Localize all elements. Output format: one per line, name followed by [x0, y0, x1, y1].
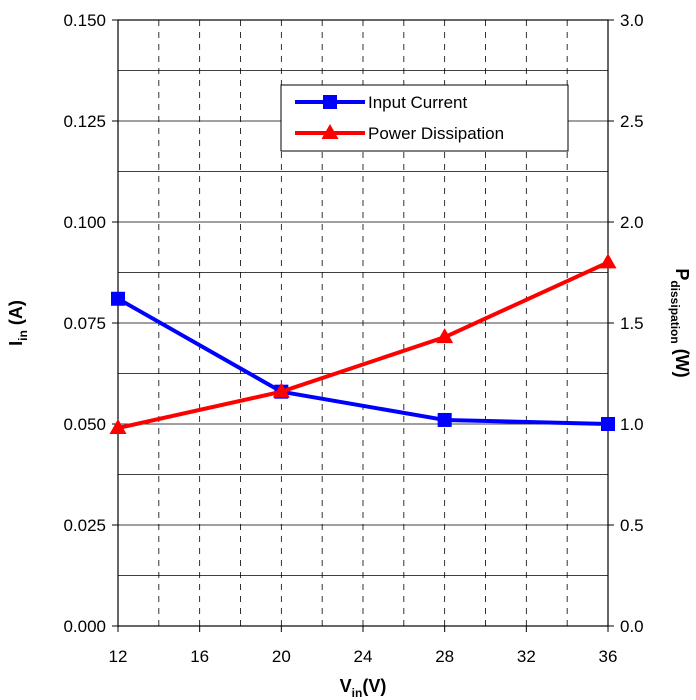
right-tick-label: 3.0: [620, 11, 644, 30]
legend-label-input-current: Input Current: [368, 93, 467, 112]
right-tick-label: 0.0: [620, 617, 644, 636]
series-line-power-dissipation: [117, 260, 609, 430]
data-point-input-current: [111, 291, 125, 306]
x-tick-label: 20: [272, 647, 291, 666]
data-point-power-dissipation: [272, 382, 290, 398]
left-tick-label: 0.075: [63, 314, 106, 333]
right-axis-ticks: 0.0 0.5 1.0 1.5 2.0 2.5 3.0: [608, 11, 644, 636]
data-point-power-dissipation: [599, 253, 617, 269]
x-axis-title-unit: (V): [362, 676, 386, 696]
left-axis-ticks: 0.000 0.025 0.050 0.075 0.100 0.125 0.150: [63, 11, 118, 636]
right-y-axis-title-unit: (W): [672, 344, 692, 378]
right-tick-label: 2.0: [620, 213, 644, 232]
x-axis-title-main: V: [340, 676, 352, 696]
data-point-input-current: [601, 417, 615, 431]
x-tick-label: 36: [599, 647, 618, 666]
x-tick-label: 24: [354, 647, 373, 666]
x-tick-label: 32: [517, 647, 536, 666]
left-y-axis-title-main: I: [6, 341, 26, 346]
x-tick-label: 12: [109, 647, 128, 666]
right-tick-label: 1.0: [620, 415, 644, 434]
data-point-power-dissipation: [436, 328, 454, 344]
right-y-axis-title-subscript: dissipation: [668, 280, 682, 343]
left-y-axis-title: Iin (A): [6, 300, 30, 346]
left-tick-label: 0.025: [63, 516, 106, 535]
left-y-axis-title-subscript: in: [16, 330, 30, 341]
series-group: [109, 253, 617, 435]
data-point-input-current: [437, 412, 452, 427]
legend-marker-triangle: [321, 124, 339, 139]
left-tick-label: 0.150: [63, 11, 106, 30]
left-tick-label: 0.125: [63, 112, 106, 131]
left-tick-label: 0.100: [63, 213, 106, 232]
left-y-axis-title-unit: (A): [6, 300, 26, 330]
legend-marker-square: [323, 95, 337, 109]
left-tick-label: 0.000: [63, 617, 106, 636]
grid: [118, 20, 608, 626]
right-tick-label: 0.5: [620, 516, 644, 535]
right-tick-label: 1.5: [620, 314, 644, 333]
x-tick-label: 28: [435, 647, 454, 666]
legend-label-power-dissipation: Power Dissipation: [368, 124, 504, 143]
right-y-axis-title: Pdissipation (W): [668, 268, 692, 377]
x-axis-ticks: 12 16 20 24 28 32 36: [109, 626, 618, 666]
x-axis-title-subscript: in: [352, 686, 363, 700]
left-tick-label: 0.050: [63, 415, 106, 434]
legend: Input Current Power Dissipation: [280, 84, 569, 152]
x-tick-label: 16: [190, 647, 209, 666]
data-point-power-dissipation: [109, 419, 127, 435]
x-axis-title: Vin(V): [340, 676, 387, 700]
series-line-input-current: [117, 297, 609, 426]
right-tick-label: 2.5: [620, 112, 644, 131]
right-y-axis-title-main: P: [672, 268, 692, 280]
